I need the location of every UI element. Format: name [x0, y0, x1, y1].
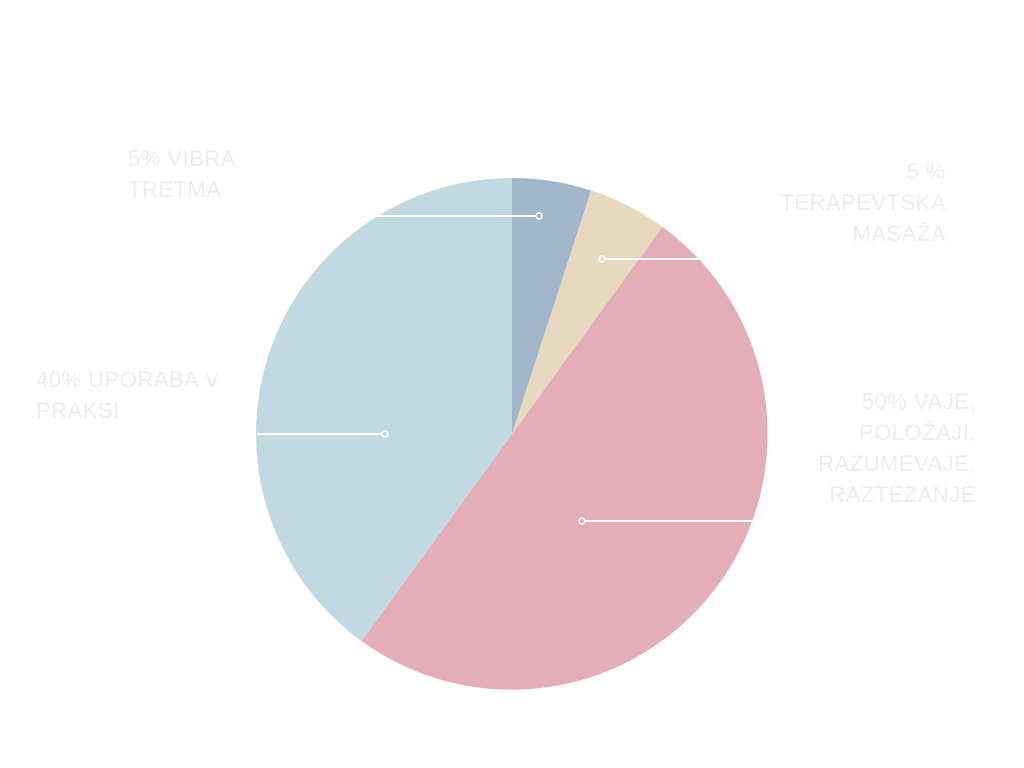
pie-slices — [256, 178, 768, 690]
leader-lines — [257, 212, 752, 525]
pie-slice-uporaba-v-praksi — [256, 178, 512, 642]
pie-slice-vibra-tretma — [512, 178, 592, 434]
leader-dot-vibra-tretma — [535, 212, 543, 220]
slice-label-vibra-tretma: 5% VIBRA TRETMA — [128, 146, 235, 202]
slice-label-uporaba-v-praksi: 40% UPORABA V PRAKSI — [36, 367, 220, 423]
pie-slice-vaje — [361, 226, 768, 690]
pie-slice-terapevtska-masaza — [512, 190, 663, 434]
slice-label-terapevtska-masaza: 5 % TERAPEVTSKA MASAŽA — [780, 159, 946, 246]
leader-dot-uporaba-v-praksi — [381, 430, 389, 438]
leader-dot-terapevtska-masaza — [598, 255, 606, 263]
leader-dot-vaje — [578, 517, 586, 525]
slice-label-vaje: 50% VAJE, POLOŽAJI, RAZUMEVAJE, RAZTEZAN… — [818, 389, 976, 507]
